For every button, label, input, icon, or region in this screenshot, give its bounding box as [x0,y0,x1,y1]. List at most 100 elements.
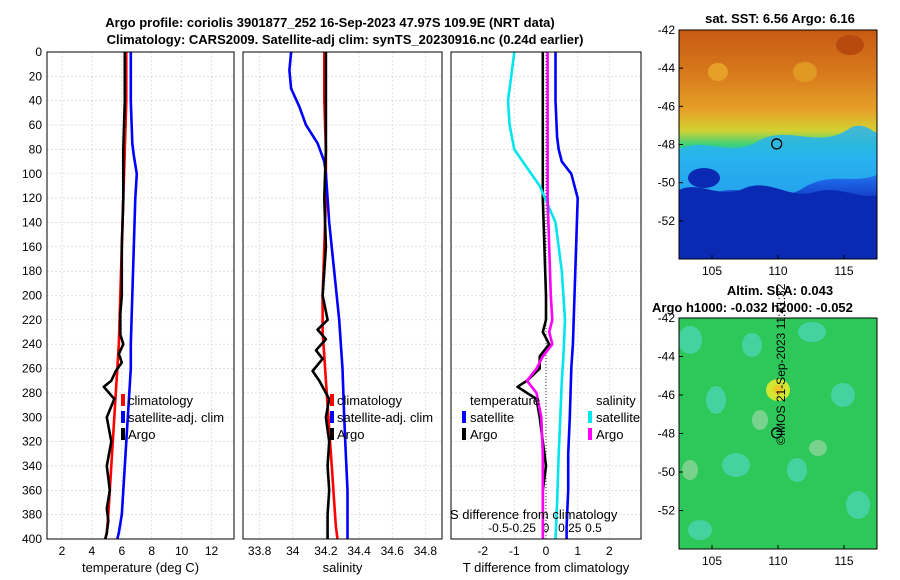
depth-tick-label: 20 [29,69,43,83]
sla-blobs [679,322,870,540]
sst-warm-patch [793,62,817,82]
depth-tick-label: 340 [22,459,42,473]
temperature-panel: 0 20 40 60 80 100 120 140 160 180 200 220 240 260 280 3… [22,45,235,575]
diff-axes-frame [450,51,642,540]
sal-x-tick-label: 34.6 [381,544,405,558]
credit-text: ©IMOS 21-Sep-2023 11:41:32 [774,283,788,445]
depth-tick-label: 240 [22,337,42,351]
map-lat-tick-label: -46 [658,388,676,402]
map-lon-tick-label: 115 [834,554,853,568]
depth-tick-label: 280 [22,386,42,400]
sst-front-band [679,125,877,197]
diff-x-axis-label: T difference from climatology [463,560,630,575]
sst-warm-patch [836,35,864,55]
depth-tick-label: 320 [22,435,42,449]
depth-tick-label: 180 [22,264,42,278]
series-line-satellite-adj-clim [288,51,349,539]
diff-x-tick-label: 0 [543,544,550,558]
sal-x-tick-label: 34 [286,544,300,558]
map-lon-tick-label: 105 [702,554,722,568]
depth-tick-label: 300 [22,410,42,424]
depth-tick-label: 60 [29,118,43,132]
legend-label-satellite: satellite-adj. clim [128,410,224,425]
s-diff-tick-label: 0.5 [585,521,602,535]
sla-map-title-line1: Altim. SLA: 0.043 [727,283,833,298]
sla-high-anomaly-core [773,385,783,395]
series-line-s-satellite [506,51,567,540]
legend-swatch-satellite [121,411,125,423]
depth-tick-label: 380 [22,508,42,522]
legend-swatch-s-satellite [588,411,592,423]
figure-title-line2: Climatology: CARS2009. Satellite-adj cli… [107,32,584,47]
legend-label-argo: Argo [128,427,155,442]
legend-swatch-satellite [330,411,334,423]
sst-cold-eddy [688,168,720,188]
legend-label-s-satellite: satellite [596,410,640,425]
depth-tick-label: 120 [22,191,42,205]
sla-map-ticks: 105 110 115 -42 -44 -46 -48 -50 -52 [658,311,854,568]
legend-label-t-satellite: satellite [470,410,514,425]
map-lat-tick-label: -42 [658,23,676,37]
legend-title-salinity: salinity [596,393,636,408]
temp-x-tick-label: 12 [205,544,219,558]
diff-x-tick-label: 1 [574,544,581,558]
temp-x-axis-label: temperature (deg C) [82,560,199,575]
legend-title-temperature: temperature [470,393,540,408]
sst-warm-patch [708,63,728,81]
legend-swatch-s-argo [588,428,592,440]
s-difference-label: S difference from climatology [450,507,618,522]
map-lon-tick-label: 110 [768,554,787,568]
series-line-argo [311,52,331,539]
depth-tick-label: 260 [22,362,42,376]
difference-legend: temperature satellite Argo salinity sate… [462,393,640,442]
sal-x-tick-label: 34.2 [314,544,338,558]
series-line-t-satellite [554,52,580,539]
legend-label-climatology: climatology [337,393,403,408]
s-diff-tick-label: 0.25 [558,521,582,535]
map-lon-tick-label: 105 [702,264,722,278]
sst-map-title: sat. SST: 6.56 Argo: 6.16 [705,11,855,26]
legend-label-argo: Argo [337,427,364,442]
temp-x-tick-label: 4 [89,544,96,558]
temperature-legend: climatology satellite-adj. clim Argo [121,393,224,442]
sla-field [679,318,877,549]
sal-x-tick-label: 34.4 [347,544,371,558]
difference-panel: -2 -1 0 1 2 -0.5 -0.25 0 0.25 0.5 T difference fro… [450,51,642,575]
depth-tick-label: 40 [29,94,43,108]
legend-label-s-argo: Argo [596,427,623,442]
depth-tick-label: 80 [29,142,43,156]
depth-tick-label: 100 [22,167,42,181]
map-lat-tick-label: -50 [658,465,676,479]
legend-swatch-t-satellite [462,411,466,423]
temp-x-tick-label: 2 [59,544,66,558]
map-lat-tick-label: -44 [658,350,676,364]
sal-axes-frame [242,51,443,540]
sla-map-title-line2: Argo h1000: -0.032 h2000: -0.052 [652,300,853,315]
series-line-s-argo [525,52,554,539]
depth-tick-label: 160 [22,240,42,254]
sal-x-axis-label: salinity [323,560,363,575]
map-lon-tick-label: 115 [834,264,853,278]
temp-x-tick-label: 10 [175,544,189,558]
sst-map-ticks: 105 110 115 -42 -44 -46 -48 -50 -52 [658,23,854,278]
figure-title-line1: Argo profile: coriolis 3901877_252 16-Se… [105,15,554,30]
temp-x-tick-label: 6 [118,544,125,558]
legend-swatch-climatology [330,394,334,406]
salinity-legend: climatology satellite-adj. clim Argo [330,393,433,442]
legend-swatch-t-argo [462,428,466,440]
map-lat-tick-label: -48 [658,427,676,441]
depth-tick-label: 400 [22,532,42,546]
diff-x-tick-label: -2 [477,544,488,558]
salinity-panel: 33.8 34 34.2 34.4 34.6 34.8 salinity [242,51,443,575]
sla-light-blobs [682,410,827,480]
legend-label-climatology: climatology [128,393,194,408]
series-line-argo [102,52,127,540]
map-lat-tick-label: -44 [658,61,676,75]
legend-swatch-climatology [121,394,125,406]
legend-label-satellite: satellite-adj. clim [337,410,433,425]
sal-x-tick-label: 34.8 [414,544,438,558]
s-diff-tick-label: -0.25 [509,521,537,535]
temp-axes-frame [46,51,235,540]
argo-location-marker [771,427,783,439]
